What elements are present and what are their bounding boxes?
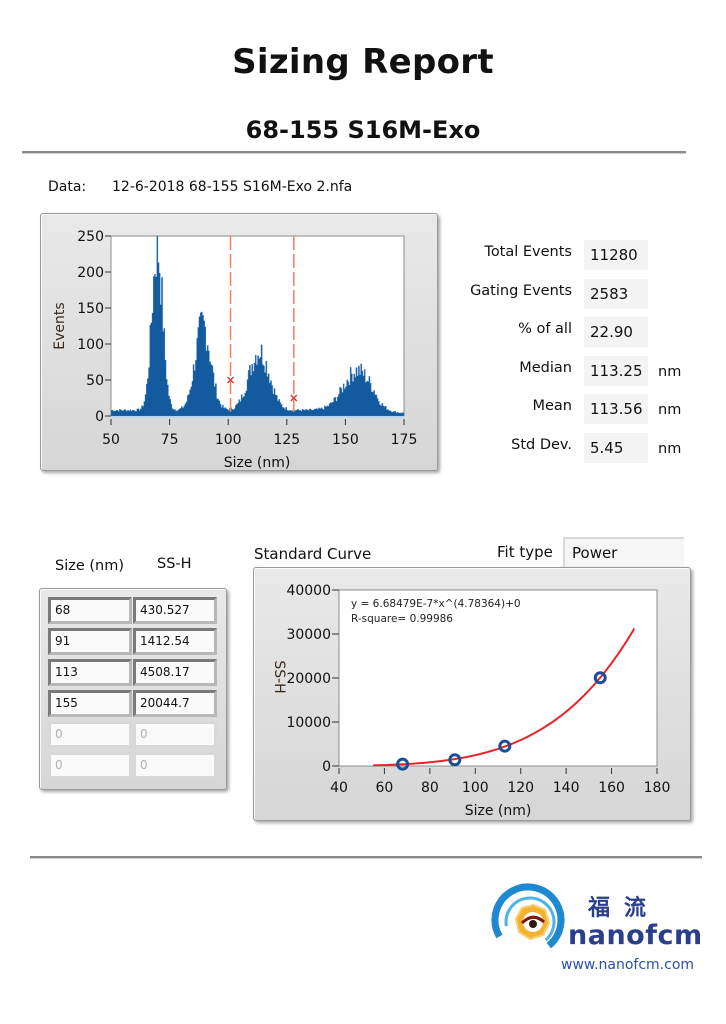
ssh-input[interactable]: 4508.17 [133,659,217,686]
data-point-marker-icon [593,671,607,685]
gate-marker-icon[interactable] [290,394,298,402]
stat-label: Gating Events [470,282,572,299]
data-point-marker-icon [396,757,410,771]
data-point-marker-icon [498,739,512,753]
header-divider [22,151,686,153]
size-input[interactable]: 68 [48,597,132,624]
table-header-ssh: SS-H [157,556,192,572]
ssh-input[interactable]: 430.527 [133,597,217,624]
histogram-axes: 0 50 100 150 200 250 50 75 100 125 150 175 [77,229,417,448]
svg-text:40000: 40000 [286,583,331,599]
data-file-label: Data: [48,179,87,195]
svg-text:80: 80 [421,780,439,796]
data-point-marker-icon [448,753,462,767]
fit-equation: y = 6.68479E-7*x^(4.78364)+0 [351,598,521,610]
svg-text:100: 100 [215,432,242,448]
website-link[interactable]: www.nanofcm.com [561,957,695,973]
svg-text:100: 100 [77,337,104,353]
svg-text:75: 75 [161,432,179,448]
sample-name: 68-155 S16M-Exo [245,116,481,144]
table-header-size: Size (nm) [55,558,125,574]
svg-text:150: 150 [332,432,359,448]
stat-value: 11280 [584,240,648,270]
stat-unit: nm [658,440,682,457]
svg-text:60: 60 [376,780,394,796]
size-input[interactable]: 0 [48,721,132,748]
r-square-value: R-square= 0.99986 [351,613,453,625]
stat-label: % of all [518,321,572,337]
svg-text:125: 125 [273,432,300,448]
size-input[interactable]: 113 [48,659,132,686]
svg-text:160: 160 [598,780,625,796]
svg-text:10000: 10000 [286,715,331,731]
calibration-points [396,671,607,771]
data-file-name: 12-6-2018 68-155 S16M-Exo 2.nfa [112,179,353,195]
histogram-x-label: Size (nm) [224,455,291,471]
svg-text:200: 200 [77,265,104,281]
svg-text:30000: 30000 [286,627,331,643]
stat-label: Std Dev. [511,436,572,453]
size-input[interactable]: 155 [48,690,132,717]
stat-label: Total Events [484,244,572,260]
fit-curve [373,627,636,767]
svg-text:100: 100 [462,780,489,796]
svg-text:0: 0 [95,409,104,425]
gate-marker-icon[interactable] [227,376,235,384]
curve-x-label: Size (nm) [465,803,532,819]
svg-text:250: 250 [77,229,104,245]
standard-curve-chart: 0 10000 20000 30000 40000 40 60 80 100 120 140 160 1… [271,583,670,819]
stat-label: Mean [532,398,572,414]
curve-y-label: SS-H [271,660,287,693]
stat-value: 113.25 [584,355,648,386]
stat-value: 113.56 [584,394,648,424]
calibration-table: 68 430.527 91 1412.54 113 4508.17 155 20044.7 0 0… [39,588,227,790]
size-input[interactable]: 91 [48,628,132,655]
gate-lines[interactable] [227,236,298,416]
stat-unit: nm [658,402,682,418]
standard-curve-label: Standard Curve [254,545,372,563]
histogram-y-label: Events [52,302,68,349]
svg-text:50: 50 [102,432,120,448]
histogram-bars [110,235,405,417]
stat-value: 5.45 [584,432,648,463]
curve-axes: 0 10000 20000 30000 40000 40 60 80 100 120 140 160 1… [286,583,670,796]
nanofcm-logo-icon [491,883,565,957]
ssh-input[interactable]: 1412.54 [133,628,217,655]
size-input[interactable]: 0 [48,752,132,779]
stat-value: 22.90 [584,317,648,347]
fit-type-label: Fit type [497,543,553,561]
stat-value: 2583 [584,278,648,309]
svg-text:140: 140 [553,780,580,796]
ssh-input[interactable]: 0 [133,752,217,779]
fit-type-select[interactable]: Power [563,537,684,567]
brand-name: nanofcm [568,920,703,951]
ssh-input[interactable]: 0 [133,721,217,748]
ssh-input[interactable]: 20044.7 [133,690,217,717]
footer-divider [30,856,702,858]
brand-chinese: 福流 [588,896,661,921]
stat-unit: nm [658,363,682,380]
svg-text:120: 120 [507,780,534,796]
svg-text:50: 50 [86,373,104,389]
stats-panel: Total Events 11280 Gating Events 2583 % of a… [440,238,726,478]
svg-text:175: 175 [391,432,418,448]
svg-text:40: 40 [330,780,348,796]
svg-text:0: 0 [322,759,331,775]
report-title: Sizing Report [232,42,494,82]
svg-text:180: 180 [644,780,671,796]
histogram-chart: 0 50 100 150 200 250 50 75 100 125 150 175 Size (nm… [52,229,417,471]
svg-text:150: 150 [77,301,104,317]
svg-text:20000: 20000 [286,671,331,687]
stat-label: Median [519,359,572,376]
